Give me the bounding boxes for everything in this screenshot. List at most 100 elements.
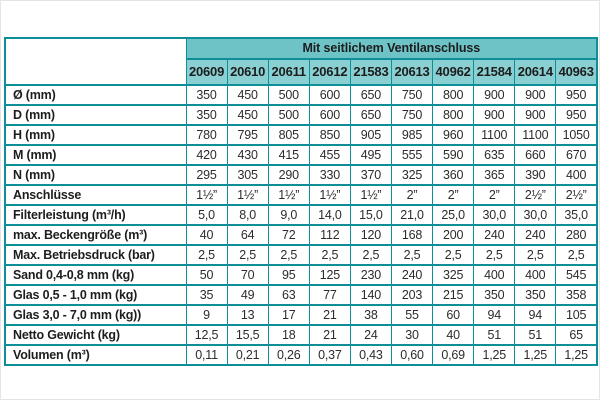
value-cell: 240: [390, 264, 433, 285]
value-cell: 77: [308, 284, 351, 305]
band-row: Mit seitlichem Ventilanschluss: [4, 38, 597, 85]
value-cell: 95: [267, 264, 310, 285]
value-cell: 650: [349, 84, 392, 105]
value-cell: 1050: [555, 124, 597, 145]
value-cell: 230: [349, 264, 392, 285]
value-cell: 350: [473, 284, 515, 305]
value-cell: 65: [555, 324, 597, 345]
value-cell: 295: [185, 164, 228, 185]
value-cell: 950: [555, 84, 597, 105]
value-cell: 72: [267, 224, 310, 245]
value-cell: 590: [432, 144, 474, 165]
table-corner-blank: [4, 38, 186, 85]
column-header-cell: 21584: [473, 58, 515, 85]
value-cell: 450: [226, 84, 269, 105]
value-cell: 635: [473, 144, 515, 165]
value-cell: 420: [185, 144, 228, 165]
value-cell: 660: [514, 144, 556, 165]
value-cell: 12,5: [185, 324, 228, 345]
value-cell: 800: [432, 104, 474, 125]
value-cell: 60: [432, 304, 474, 325]
value-cell: 0,26: [267, 344, 310, 365]
value-cell: 2”: [473, 184, 515, 205]
value-cell: 960: [432, 124, 474, 145]
row-label: Ø (mm): [4, 84, 186, 105]
value-cell: 900: [473, 104, 515, 125]
table-row: M (mm) 420 430 415 455 495 555 590 635 660 670: [4, 144, 597, 165]
table-row: H (mm) 780 795 805 850 905 985 960 1100 1100 1050: [4, 124, 597, 145]
value-cell: 500: [267, 104, 310, 125]
value-cell: 350: [185, 104, 228, 125]
value-cell: 14,0: [308, 204, 351, 225]
row-label: H (mm): [4, 124, 186, 145]
value-cell: 2,5: [514, 244, 556, 265]
value-cell: 650: [349, 104, 392, 125]
value-cell: 2½”: [514, 184, 556, 205]
row-label: Anschlüsse: [4, 184, 186, 205]
table-row: Netto Gewicht (kg) 12,5 15,5 18 21 24 30 40 51 51…: [4, 324, 597, 345]
value-cell: 203: [390, 284, 433, 305]
table-row: Glas 3,0 - 7,0 mm (kg)) 9 13 17 21 38 55 60 94 94…: [4, 304, 597, 325]
value-cell: 950: [555, 104, 597, 125]
value-cell: 1½”: [226, 184, 269, 205]
table-row: Glas 0,5 - 1,0 mm (kg) 35 49 63 77 140 203 215 3…: [4, 284, 597, 305]
value-cell: 5,0: [185, 204, 228, 225]
row-label: M (mm): [4, 144, 186, 165]
value-cell: 450: [226, 104, 269, 125]
value-cell: 0,11: [185, 344, 228, 365]
value-cell: 370: [349, 164, 392, 185]
value-cell: 13: [226, 304, 269, 325]
value-cell: 670: [555, 144, 597, 165]
value-cell: 55: [390, 304, 433, 325]
row-label: max. Beckengröße (m³): [4, 224, 186, 245]
value-cell: 325: [390, 164, 433, 185]
row-label: Volumen (m³): [4, 344, 186, 365]
column-header-cell: 21583: [349, 58, 392, 85]
table-band-title: Mit seitlichem Ventilanschluss: [185, 38, 597, 59]
table-row: Max. Betriebsdruck (bar) 2,5 2,5 2,5 2,5 2,5 2…: [4, 244, 597, 265]
value-cell: 280: [555, 224, 597, 245]
value-cell: 94: [514, 304, 556, 325]
table-row: max. Beckengröße (m³) 40 64 72 112 120 168 200 2…: [4, 224, 597, 245]
column-header-row: 20609 20610 20611 20612 21583 20613 40962 21584…: [5, 58, 597, 85]
column-header-cell: 40963: [555, 58, 597, 85]
value-cell: 900: [514, 104, 556, 125]
value-cell: 600: [308, 84, 351, 105]
value-cell: 290: [267, 164, 310, 185]
table-row: Ø (mm) 350 450 500 600 650 750 800 900 900 950: [4, 84, 597, 105]
value-cell: 905: [349, 124, 392, 145]
value-cell: 125: [308, 264, 351, 285]
value-cell: 94: [473, 304, 515, 325]
value-cell: 495: [349, 144, 392, 165]
value-cell: 2,5: [390, 244, 433, 265]
value-cell: 400: [555, 164, 597, 185]
value-cell: 330: [308, 164, 351, 185]
value-cell: 35,0: [555, 204, 597, 225]
value-cell: 112: [308, 224, 351, 245]
value-cell: 358: [555, 284, 597, 305]
row-label: Filterleistung (m³/h): [4, 204, 186, 225]
table-row: Anschlüsse 1½” 1½” 1½” 1½” 1½” 2” 2” 2” 2½” 2½”: [4, 184, 597, 205]
spec-table: Mit seitlichem Ventilanschluss 20609 2061…: [4, 37, 598, 366]
value-cell: 24: [349, 324, 392, 345]
value-cell: 555: [390, 144, 433, 165]
value-cell: 1,25: [555, 344, 597, 365]
value-cell: 750: [390, 104, 433, 125]
value-cell: 1100: [473, 124, 515, 145]
value-cell: 0,69: [432, 344, 474, 365]
value-cell: 2”: [390, 184, 433, 205]
row-label: Netto Gewicht (kg): [4, 324, 186, 345]
value-cell: 305: [226, 164, 269, 185]
value-cell: 455: [308, 144, 351, 165]
value-cell: 900: [514, 84, 556, 105]
value-cell: 2,5: [308, 244, 351, 265]
value-cell: 1½”: [267, 184, 310, 205]
value-cell: 2”: [432, 184, 474, 205]
table-row: D (mm) 350 450 500 600 650 750 800 900 900 950: [4, 104, 597, 125]
value-cell: 70: [226, 264, 269, 285]
value-cell: 1½”: [185, 184, 228, 205]
value-cell: 850: [308, 124, 351, 145]
value-cell: 9,0: [267, 204, 310, 225]
column-header-cell: 20614: [514, 58, 556, 85]
value-cell: 9: [185, 304, 228, 325]
